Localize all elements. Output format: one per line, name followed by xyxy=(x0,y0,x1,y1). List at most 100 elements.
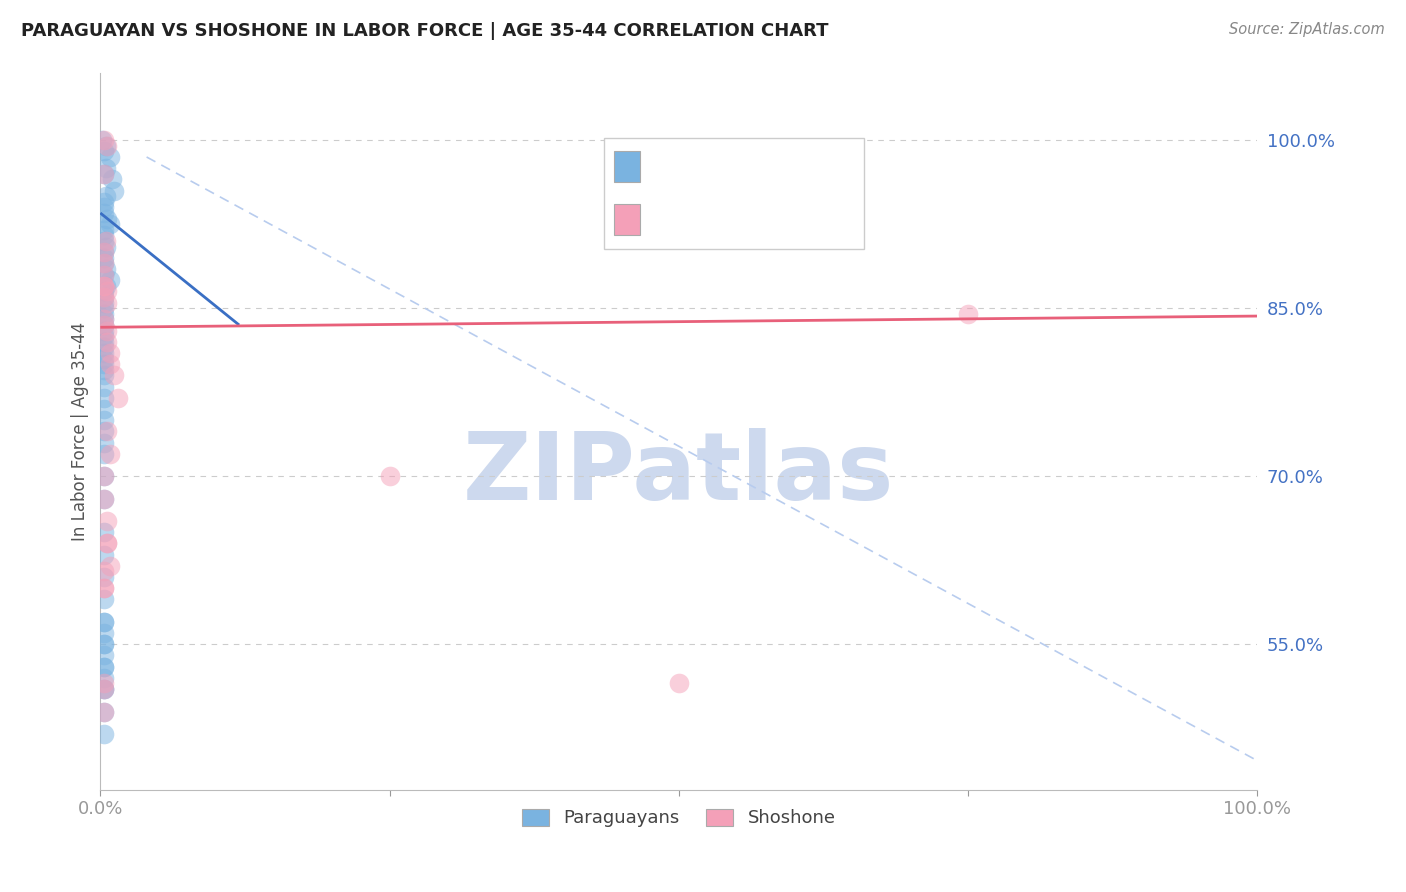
Point xyxy=(93,167,115,181)
Point xyxy=(668,676,690,690)
Point xyxy=(96,425,118,439)
Point xyxy=(93,525,115,540)
Point xyxy=(93,351,115,366)
Point xyxy=(93,402,115,417)
Point xyxy=(93,379,115,393)
Point xyxy=(93,334,115,349)
Point xyxy=(93,391,115,405)
Point xyxy=(93,285,115,299)
Point xyxy=(93,268,115,282)
Point xyxy=(107,391,129,405)
Point xyxy=(93,637,115,651)
Point xyxy=(93,469,115,483)
Point xyxy=(98,346,121,360)
Point xyxy=(96,285,118,299)
Point xyxy=(93,676,115,690)
Point xyxy=(93,256,115,270)
Text: ZIPatlas: ZIPatlas xyxy=(463,428,894,520)
Point xyxy=(93,278,115,293)
Point xyxy=(93,615,115,629)
Point xyxy=(93,290,115,304)
Point xyxy=(93,245,115,260)
Point xyxy=(93,324,115,338)
Point xyxy=(93,425,115,439)
Point xyxy=(93,318,115,332)
Point xyxy=(93,201,115,215)
Point xyxy=(94,278,117,293)
Point xyxy=(94,189,117,203)
Point xyxy=(98,447,121,461)
Point xyxy=(93,346,115,360)
Point xyxy=(93,307,115,321)
Text: Source: ZipAtlas.com: Source: ZipAtlas.com xyxy=(1229,22,1385,37)
Point xyxy=(96,514,118,528)
Point xyxy=(93,727,115,741)
Point xyxy=(93,301,115,316)
Point xyxy=(98,558,121,573)
Point xyxy=(93,256,115,270)
Point xyxy=(93,682,115,697)
Point xyxy=(93,133,115,147)
Point xyxy=(93,659,115,673)
Point xyxy=(96,536,118,550)
Point xyxy=(93,491,115,506)
Point xyxy=(101,172,124,186)
Point xyxy=(94,262,117,277)
Point xyxy=(93,318,115,332)
Point xyxy=(93,682,115,697)
Point xyxy=(93,565,115,579)
Point xyxy=(93,447,115,461)
Point xyxy=(96,295,118,310)
Point xyxy=(956,307,979,321)
Point xyxy=(93,413,115,427)
Point xyxy=(93,295,115,310)
Point xyxy=(96,211,118,226)
Point xyxy=(96,334,118,349)
Point xyxy=(93,357,115,371)
Point xyxy=(378,469,401,483)
Point xyxy=(93,363,115,377)
Point xyxy=(93,592,115,607)
Point xyxy=(98,150,121,164)
Legend: Paraguayans, Shoshone: Paraguayans, Shoshone xyxy=(515,801,844,835)
Point xyxy=(93,312,115,326)
Point xyxy=(93,615,115,629)
Point xyxy=(93,626,115,640)
Point xyxy=(93,278,115,293)
Point xyxy=(93,705,115,719)
Point xyxy=(96,138,118,153)
Point xyxy=(93,223,115,237)
Point xyxy=(93,368,115,383)
Point xyxy=(93,245,115,260)
Point xyxy=(93,312,115,326)
Point xyxy=(93,637,115,651)
Point xyxy=(93,648,115,663)
Point xyxy=(93,682,115,697)
Point xyxy=(93,340,115,354)
Point xyxy=(98,357,121,371)
Point xyxy=(93,548,115,562)
Point xyxy=(93,167,115,181)
Point xyxy=(93,570,115,584)
Point xyxy=(94,234,117,248)
Point xyxy=(93,268,115,282)
Point xyxy=(98,217,121,231)
Point xyxy=(93,206,115,220)
Point xyxy=(90,133,112,147)
Point xyxy=(93,234,115,248)
Text: PARAGUAYAN VS SHOSHONE IN LABOR FORCE | AGE 35-44 CORRELATION CHART: PARAGUAYAN VS SHOSHONE IN LABOR FORCE | … xyxy=(21,22,828,40)
Point xyxy=(93,491,115,506)
Y-axis label: In Labor Force | Age 35-44: In Labor Force | Age 35-44 xyxy=(72,322,89,541)
Point xyxy=(93,469,115,483)
Point xyxy=(93,228,115,243)
Point xyxy=(93,582,115,596)
Point xyxy=(93,435,115,450)
Point xyxy=(93,582,115,596)
Point xyxy=(103,184,125,198)
Point xyxy=(93,145,115,159)
Point xyxy=(93,671,115,685)
Point xyxy=(98,273,121,287)
Point xyxy=(94,138,117,153)
Point xyxy=(103,368,125,383)
Point xyxy=(93,705,115,719)
